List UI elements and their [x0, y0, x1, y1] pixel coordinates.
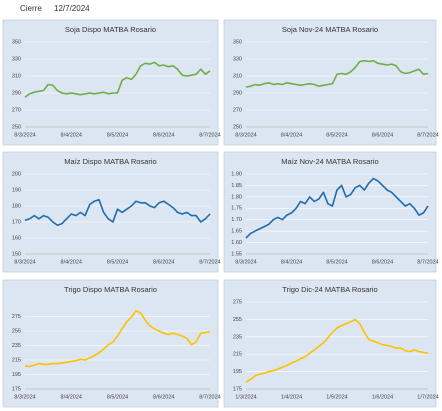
chart-title: Soja Dispo MATBA Rosario [65, 25, 156, 34]
panel [2, 19, 219, 146]
y-tick-label: 330 [12, 56, 21, 62]
x-tick-label: 8/3/2024 [235, 132, 256, 138]
y-tick-label: 1.75 [231, 206, 242, 212]
x-tick-label: 8/7/2024 [199, 132, 220, 138]
chart-title: Trigo Dispo MATBA Rosario [64, 285, 157, 294]
x-tick-label: 1/5/2024 [326, 394, 347, 400]
x-tick-label: 8/7/2024 [199, 259, 220, 265]
y-tick-label: 175 [12, 386, 21, 392]
series-line [24, 61, 211, 98]
x-tick-label: 8/6/2024 [153, 132, 174, 138]
y-tick-label: 190 [12, 187, 21, 193]
panel [2, 151, 219, 273]
y-tick-label: 200 [12, 171, 21, 177]
x-tick-label: 8/4/2024 [61, 132, 82, 138]
y-tick-label: 255 [233, 317, 242, 323]
chart-title: Soja Nov-24 MATBA Rosario [282, 25, 378, 34]
series-line [245, 59, 429, 88]
x-tick-label: 8/5/2024 [326, 259, 347, 265]
x-tick-label: 8/5/2024 [326, 132, 347, 138]
series-line [245, 318, 429, 383]
y-tick-label: 1.60 [231, 240, 242, 246]
y-tick-label: 215 [12, 357, 21, 363]
x-tick-label: 8/4/2024 [281, 259, 302, 265]
y-tick-label: 195 [233, 369, 242, 375]
y-tick-label: 170 [12, 219, 21, 225]
x-tick-label: 8/5/2024 [107, 394, 128, 400]
x-tick-label: 1/6/2024 [372, 394, 393, 400]
y-tick-label: 1.55 [231, 251, 242, 257]
y-tick-label: 195 [12, 372, 21, 378]
y-tick-label: 235 [12, 343, 21, 349]
panel [223, 279, 437, 408]
y-tick-label: 235 [233, 334, 242, 340]
series-line [245, 177, 429, 239]
y-tick-label: 180 [12, 203, 21, 209]
y-tick-label: 350 [12, 39, 21, 45]
x-tick-label: 8/4/2024 [61, 394, 82, 400]
panel [223, 151, 437, 273]
x-tick-label: 8/3/2024 [235, 259, 256, 265]
y-tick-label: 250 [12, 124, 21, 130]
panel [2, 279, 219, 408]
x-tick-label: 8/4/2024 [61, 259, 82, 265]
y-tick-label: 1.80 [231, 194, 242, 200]
y-tick-label: 310 [233, 73, 242, 79]
x-tick-label: 8/7/2024 [417, 259, 438, 265]
y-tick-label: 270 [233, 107, 242, 113]
y-tick-label: 330 [233, 56, 242, 62]
x-tick-label: 8/3/2024 [14, 394, 35, 400]
x-tick-label: 1/4/2024 [281, 394, 302, 400]
header-date: 12/7/2024 [54, 4, 90, 13]
chart-title: Maíz Dispo MATBA Rosario [64, 157, 156, 166]
series-line [24, 198, 211, 226]
x-tick-label: 8/6/2024 [372, 132, 393, 138]
y-tick-label: 150 [12, 251, 21, 257]
x-tick-label: 8/4/2024 [281, 132, 302, 138]
y-tick-label: 275 [233, 299, 242, 305]
x-tick-label: 1/7/2024 [417, 394, 438, 400]
x-tick-label: 8/7/2024 [199, 394, 220, 400]
y-tick-label: 250 [233, 124, 242, 130]
header-label: Cierre [20, 4, 42, 13]
x-tick-label: 8/7/2024 [417, 132, 438, 138]
y-tick-label: 290 [12, 90, 21, 96]
y-tick-label: 1.90 [231, 171, 242, 177]
x-tick-label: 8/3/2024 [14, 132, 35, 138]
y-tick-label: 215 [233, 352, 242, 358]
x-tick-label: 8/6/2024 [153, 259, 174, 265]
x-tick-label: 1/3/2024 [235, 394, 256, 400]
y-tick-label: 1.85 [231, 183, 242, 189]
x-tick-label: 8/6/2024 [153, 394, 174, 400]
series-line [24, 309, 211, 368]
y-tick-label: 275 [12, 314, 21, 320]
y-tick-label: 255 [12, 328, 21, 334]
x-tick-label: 8/5/2024 [107, 132, 128, 138]
x-tick-label: 8/3/2024 [14, 259, 35, 265]
x-tick-label: 8/6/2024 [372, 259, 393, 265]
y-tick-label: 175 [233, 386, 242, 392]
y-tick-label: 160 [12, 235, 21, 241]
y-tick-label: 1.70 [231, 217, 242, 223]
panel [223, 19, 437, 146]
x-tick-label: 8/5/2024 [107, 259, 128, 265]
y-tick-label: 350 [233, 39, 242, 45]
chart-title: Trigo Dic-24 MATBA Rosario [282, 285, 377, 294]
y-tick-label: 290 [233, 90, 242, 96]
y-tick-label: 310 [12, 73, 21, 79]
y-tick-label: 1.65 [231, 229, 242, 235]
y-tick-label: 270 [12, 107, 21, 113]
chart-title: Maíz Nov-24 MATBA Rosario [281, 157, 378, 166]
